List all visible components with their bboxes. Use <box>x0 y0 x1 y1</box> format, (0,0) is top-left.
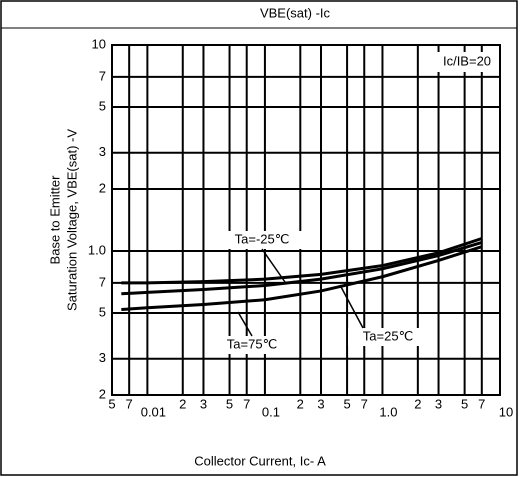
y-tick-label: 2 <box>99 180 106 195</box>
x-axis-label: Collector Current, Ic- A <box>194 453 326 468</box>
x-tick-label: 5 <box>108 396 115 411</box>
x-tick-label: 5 <box>226 396 233 411</box>
y-tick-label: 3 <box>99 144 106 159</box>
y-tick-label: 5 <box>99 304 106 319</box>
x-tick-label: 0.01 <box>141 404 166 419</box>
x-tick-label: 2 <box>297 396 304 411</box>
series-label: Ta=75℃ <box>227 336 277 351</box>
x-tick-label: 5 <box>343 396 350 411</box>
x-tick-label: 3 <box>317 396 324 411</box>
y-tick-label: 7 <box>99 274 106 289</box>
x-tick-label: 7 <box>361 396 368 411</box>
y-axis-label: Saturation Voltage, VBE(sat) -V <box>64 129 79 311</box>
y-tick-label: 1.0 <box>88 242 106 257</box>
note-box <box>437 52 497 72</box>
x-tick-label: 1.0 <box>379 404 397 419</box>
series-label: Ta=25℃ <box>363 328 413 343</box>
y-axis-label: Base to Emitter <box>47 175 62 265</box>
annotation-box <box>222 231 302 249</box>
annotation-arrow <box>237 311 253 337</box>
x-tick-label: 7 <box>126 396 133 411</box>
annotation-box <box>212 336 292 354</box>
y-tick-label: 5 <box>99 98 106 113</box>
x-tick-label: 0.1 <box>262 404 280 419</box>
x-tick-label: 2 <box>179 396 186 411</box>
annotation-arrow <box>339 284 364 329</box>
y-tick-label: 10 <box>92 36 106 51</box>
x-tick-label: 3 <box>200 396 207 411</box>
x-tick-label: 10 <box>499 404 513 419</box>
x-tick-label: 7 <box>478 396 485 411</box>
x-tick-label: 3 <box>435 396 442 411</box>
y-tick-label: 7 <box>99 68 106 83</box>
curve <box>121 245 483 312</box>
chart-title: VBE(sat) -Ic <box>260 5 331 20</box>
annotation-box <box>348 328 428 346</box>
curve <box>121 237 483 285</box>
y-tick-label: 2 <box>99 386 106 401</box>
x-tick-label: 7 <box>243 396 250 411</box>
x-tick-label: 5 <box>461 396 468 411</box>
annotation-arrow <box>261 248 286 283</box>
x-tick-label: 2 <box>414 396 421 411</box>
ratio-note: Ic/IB=20 <box>443 53 491 68</box>
curve <box>121 241 483 296</box>
plot-frame <box>111 44 501 396</box>
y-tick-label: 3 <box>99 350 106 365</box>
series-label: Ta=-25℃ <box>235 231 290 246</box>
